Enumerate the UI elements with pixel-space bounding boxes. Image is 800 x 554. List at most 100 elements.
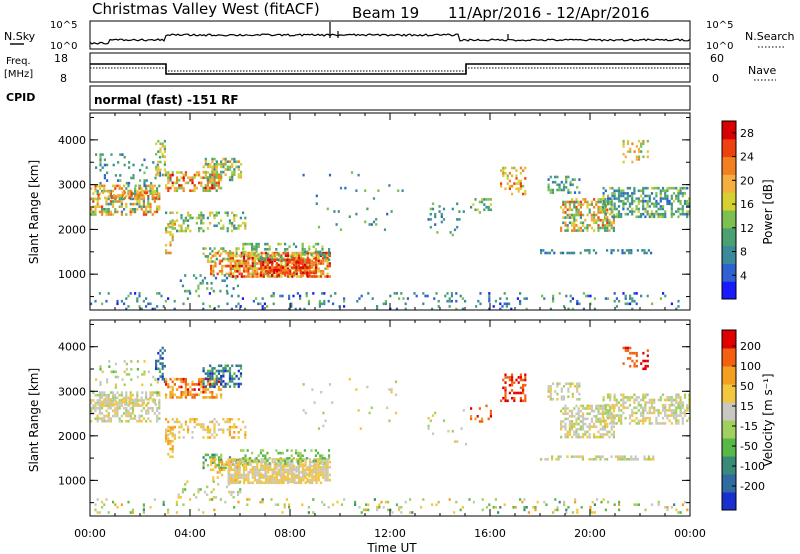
heatmap-cell — [155, 165, 158, 169]
heatmap-cell — [125, 195, 128, 198]
heatmap-cell — [222, 428, 225, 431]
heatmap-cell — [675, 416, 678, 420]
heatmap-cell — [138, 187, 141, 190]
heatmap-cell — [615, 197, 618, 200]
heatmap-cell — [613, 422, 616, 425]
heatmap-cell — [670, 212, 673, 216]
heatmap-cell — [686, 212, 689, 216]
heatmap-cell — [567, 175, 570, 179]
heatmap-cell — [171, 455, 174, 459]
heatmap-cell — [142, 401, 145, 405]
heatmap-cell — [220, 453, 223, 457]
heatmap-cell — [573, 385, 577, 388]
heatmap-cell — [169, 385, 172, 389]
heatmap-cell — [244, 250, 247, 254]
colorbar-swatch — [722, 402, 736, 421]
heatmap-cell — [301, 503, 304, 506]
heatmap-cell — [343, 305, 346, 308]
heatmap-cell — [661, 406, 665, 410]
heatmap-cell — [169, 439, 172, 443]
heatmap-cell — [635, 205, 638, 208]
heatmap-cell — [648, 212, 651, 216]
heatmap-cell — [169, 447, 172, 451]
heatmap-cell — [226, 418, 229, 421]
heatmap-cell — [606, 226, 609, 230]
heatmap-cell — [195, 496, 198, 499]
heatmap-cell — [187, 176, 190, 179]
heatmap-cell — [648, 409, 651, 412]
y-tick-label: 4000 — [58, 134, 86, 147]
heatmap-cell — [295, 266, 298, 269]
heatmap-cell — [609, 393, 612, 397]
heatmap-cell — [213, 508, 216, 512]
heatmap-cell — [558, 188, 561, 192]
heatmap-cell — [249, 267, 252, 270]
heatmap-cell — [644, 367, 647, 371]
colorbar-tick-label: 4 — [740, 269, 747, 282]
heatmap-cell — [326, 262, 329, 265]
x-tick-label: 12:00 — [374, 527, 406, 540]
heatmap-cell — [171, 418, 174, 421]
heatmap-cell — [206, 464, 210, 467]
heatmap-cell — [576, 299, 579, 303]
heatmap-cell — [156, 419, 159, 423]
heatmap-cell — [590, 203, 593, 206]
heatmap-cell — [247, 473, 250, 477]
heatmap-cell — [114, 383, 117, 387]
heatmap-cell — [129, 197, 132, 201]
heatmap-cell — [187, 211, 190, 215]
heatmap-cell — [242, 221, 245, 225]
heatmap-cell — [161, 142, 164, 146]
heatmap-cell — [266, 248, 269, 251]
heatmap-cell — [204, 372, 207, 375]
heatmap-cell — [242, 463, 246, 466]
heatmap-cell — [175, 500, 178, 504]
heatmap-cell — [624, 297, 627, 300]
heatmap-cell — [258, 473, 261, 477]
heatmap-cell — [311, 468, 314, 472]
heatmap-cell — [299, 268, 302, 272]
heatmap-cell — [291, 458, 294, 461]
heatmap-cell — [147, 406, 150, 410]
heatmap-cell — [131, 417, 134, 420]
heatmap-cell — [300, 471, 303, 474]
heatmap-cell — [368, 223, 371, 226]
heatmap-cell — [318, 302, 321, 306]
heatmap-cell — [96, 393, 99, 397]
heatmap-cell — [195, 173, 198, 177]
heatmap-cell — [301, 472, 304, 476]
heatmap-cell — [227, 481, 230, 485]
heatmap-cell — [209, 396, 212, 399]
heatmap-cell — [173, 186, 176, 190]
x-tick-label: 00:00 — [74, 527, 106, 540]
heatmap-cell — [301, 245, 304, 248]
heatmap-cell — [206, 255, 210, 258]
heatmap-cell — [524, 192, 527, 196]
heatmap-cell — [508, 383, 511, 387]
heatmap-cell — [582, 425, 585, 428]
heatmap-cell — [213, 380, 216, 384]
heatmap-cell — [262, 251, 265, 255]
heatmap-cell — [565, 180, 568, 184]
heatmap-cell — [295, 449, 298, 452]
heatmap-cell — [131, 409, 134, 413]
heatmap-cell — [141, 383, 144, 387]
heatmap-cell — [266, 261, 269, 264]
heatmap-cell — [500, 399, 503, 403]
heatmap-cell — [244, 221, 247, 225]
heatmap-cell — [251, 259, 254, 263]
heatmap-cell — [604, 419, 607, 423]
heatmap-cell — [306, 465, 309, 469]
heatmap-cell — [245, 275, 248, 278]
heatmap-cell — [545, 503, 548, 506]
heatmap-cell — [560, 390, 563, 393]
heatmap-cell — [199, 274, 202, 277]
heatmap-cell — [201, 279, 204, 282]
heatmap-cell — [156, 195, 159, 198]
heatmap-cell — [551, 191, 555, 194]
heatmap-cell — [295, 261, 298, 264]
heatmap-cell — [481, 420, 484, 423]
heatmap-cell — [579, 229, 582, 232]
heatmap-cell — [646, 364, 649, 368]
heatmap-cell — [304, 468, 307, 472]
